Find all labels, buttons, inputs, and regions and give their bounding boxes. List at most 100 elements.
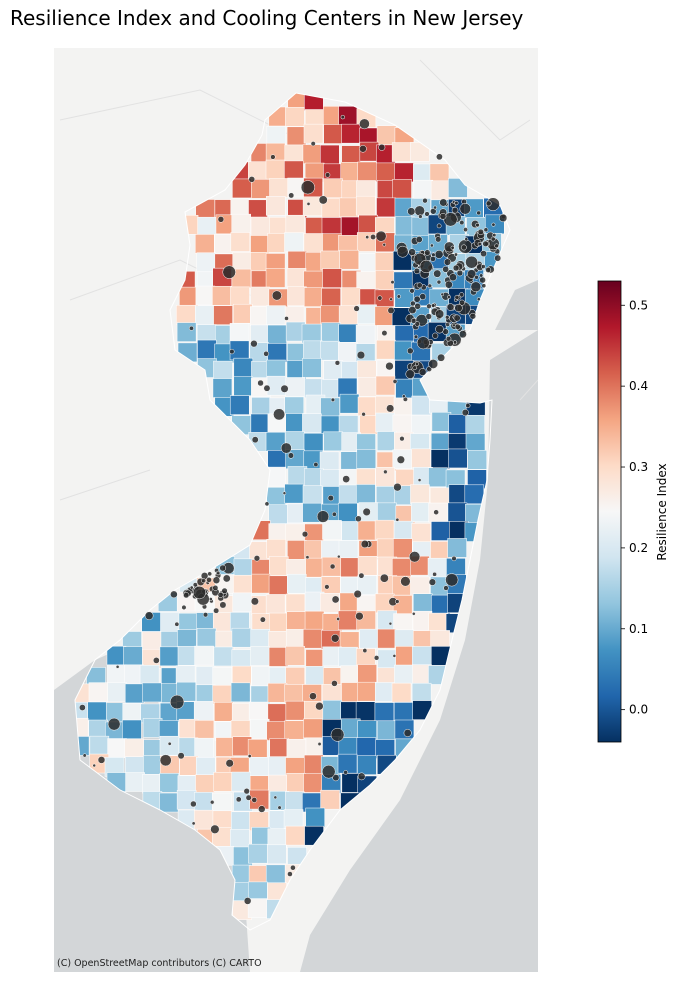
municipality-region bbox=[285, 825, 306, 846]
municipality-region bbox=[248, 881, 268, 902]
cooling-center-marker bbox=[209, 799, 215, 805]
municipality-region bbox=[265, 142, 286, 163]
cooling-center-marker bbox=[336, 617, 340, 621]
cooling-center-marker bbox=[318, 195, 328, 205]
cooling-center-marker bbox=[414, 302, 421, 310]
municipality-region bbox=[357, 396, 378, 417]
municipality-region bbox=[338, 484, 359, 505]
municipality-region bbox=[448, 414, 468, 434]
municipality-region bbox=[392, 179, 412, 199]
cooling-center-marker bbox=[358, 572, 365, 579]
municipality-region bbox=[232, 178, 252, 199]
cooling-center-marker bbox=[243, 788, 250, 795]
cooling-center-marker bbox=[362, 507, 371, 516]
municipality-region bbox=[357, 520, 378, 541]
municipality-region bbox=[338, 737, 359, 757]
municipality-region bbox=[287, 573, 307, 594]
municipality-region bbox=[176, 304, 196, 325]
municipality-region bbox=[395, 646, 415, 666]
cooling-center-marker bbox=[413, 295, 421, 303]
cooling-center-marker bbox=[327, 494, 334, 502]
municipality-region bbox=[159, 792, 179, 813]
municipality-region bbox=[230, 232, 251, 252]
cooling-center-marker bbox=[425, 313, 432, 320]
cooling-center-marker bbox=[300, 180, 315, 195]
cooling-center-marker bbox=[393, 482, 402, 492]
cooling-center-marker bbox=[306, 202, 311, 206]
cooling-center-marker bbox=[453, 314, 461, 322]
cooling-center-marker bbox=[313, 462, 319, 468]
cooling-center-marker bbox=[82, 753, 87, 758]
cooling-center-marker bbox=[337, 554, 341, 559]
municipality-region bbox=[375, 375, 396, 396]
municipality-region bbox=[357, 720, 377, 740]
cooling-center-marker bbox=[413, 267, 421, 275]
municipality-region bbox=[411, 502, 431, 522]
municipality-region bbox=[320, 789, 340, 810]
cooling-center-marker bbox=[450, 245, 455, 250]
cooling-center-marker bbox=[443, 258, 452, 266]
municipality-region bbox=[265, 594, 286, 614]
municipality-region bbox=[266, 126, 287, 146]
cooling-center-marker bbox=[250, 340, 258, 348]
municipality-region bbox=[321, 322, 341, 342]
municipality-region bbox=[320, 305, 340, 325]
cooling-center-marker bbox=[416, 282, 423, 289]
cooling-center-marker bbox=[492, 233, 497, 238]
municipality-region bbox=[268, 756, 288, 776]
cooling-center-marker bbox=[413, 334, 419, 340]
municipality-region bbox=[392, 538, 413, 558]
municipality-region bbox=[285, 791, 305, 811]
municipality-region bbox=[266, 305, 286, 325]
cooling-center-marker bbox=[340, 114, 345, 120]
municipality-region bbox=[320, 250, 341, 271]
cooling-center-marker bbox=[388, 621, 393, 626]
municipality-region bbox=[357, 377, 378, 397]
municipality-region bbox=[107, 682, 127, 702]
municipality-region bbox=[322, 700, 343, 720]
municipality-region bbox=[231, 213, 251, 234]
municipality-region bbox=[376, 486, 396, 506]
municipality-region bbox=[340, 162, 360, 182]
municipality-region bbox=[194, 737, 214, 758]
cooling-center-marker bbox=[343, 770, 348, 775]
cooling-center-marker bbox=[212, 584, 219, 591]
cooling-center-marker bbox=[280, 384, 289, 393]
cooling-center-marker bbox=[396, 455, 405, 464]
municipality-region bbox=[430, 449, 451, 469]
municipality-region bbox=[375, 412, 395, 433]
municipality-region bbox=[305, 807, 325, 828]
cooling-center-marker bbox=[439, 212, 447, 220]
cooling-center-marker bbox=[466, 269, 477, 279]
municipality-region bbox=[268, 647, 289, 667]
cooling-center-marker bbox=[359, 118, 370, 130]
municipality-region bbox=[284, 396, 305, 417]
cooling-center-marker bbox=[483, 227, 489, 233]
municipality-region bbox=[338, 342, 358, 362]
municipality-region bbox=[341, 123, 361, 144]
municipality-region bbox=[177, 629, 197, 649]
municipality-region bbox=[411, 523, 431, 543]
municipality-region bbox=[176, 322, 197, 342]
cooling-center-marker bbox=[439, 198, 448, 207]
municipality-region bbox=[233, 574, 253, 595]
municipality-region bbox=[159, 735, 180, 756]
cooling-center-marker bbox=[422, 197, 428, 204]
municipality-region bbox=[285, 646, 305, 666]
cooling-center-marker bbox=[264, 501, 270, 507]
municipality-region bbox=[250, 216, 271, 237]
cooling-center-marker bbox=[429, 243, 434, 248]
municipality-region bbox=[214, 702, 234, 722]
cooling-center-marker bbox=[263, 350, 269, 357]
municipality-region bbox=[267, 450, 287, 470]
municipality-region bbox=[301, 323, 322, 344]
cooling-center-marker bbox=[271, 290, 282, 301]
municipality-region bbox=[196, 628, 217, 648]
cooling-center-marker bbox=[453, 252, 458, 257]
municipality-region bbox=[359, 628, 379, 649]
cooling-center-marker bbox=[378, 143, 386, 151]
cooling-center-marker bbox=[177, 752, 185, 760]
cooling-center-marker bbox=[288, 192, 295, 199]
cooling-center-marker bbox=[189, 585, 194, 590]
